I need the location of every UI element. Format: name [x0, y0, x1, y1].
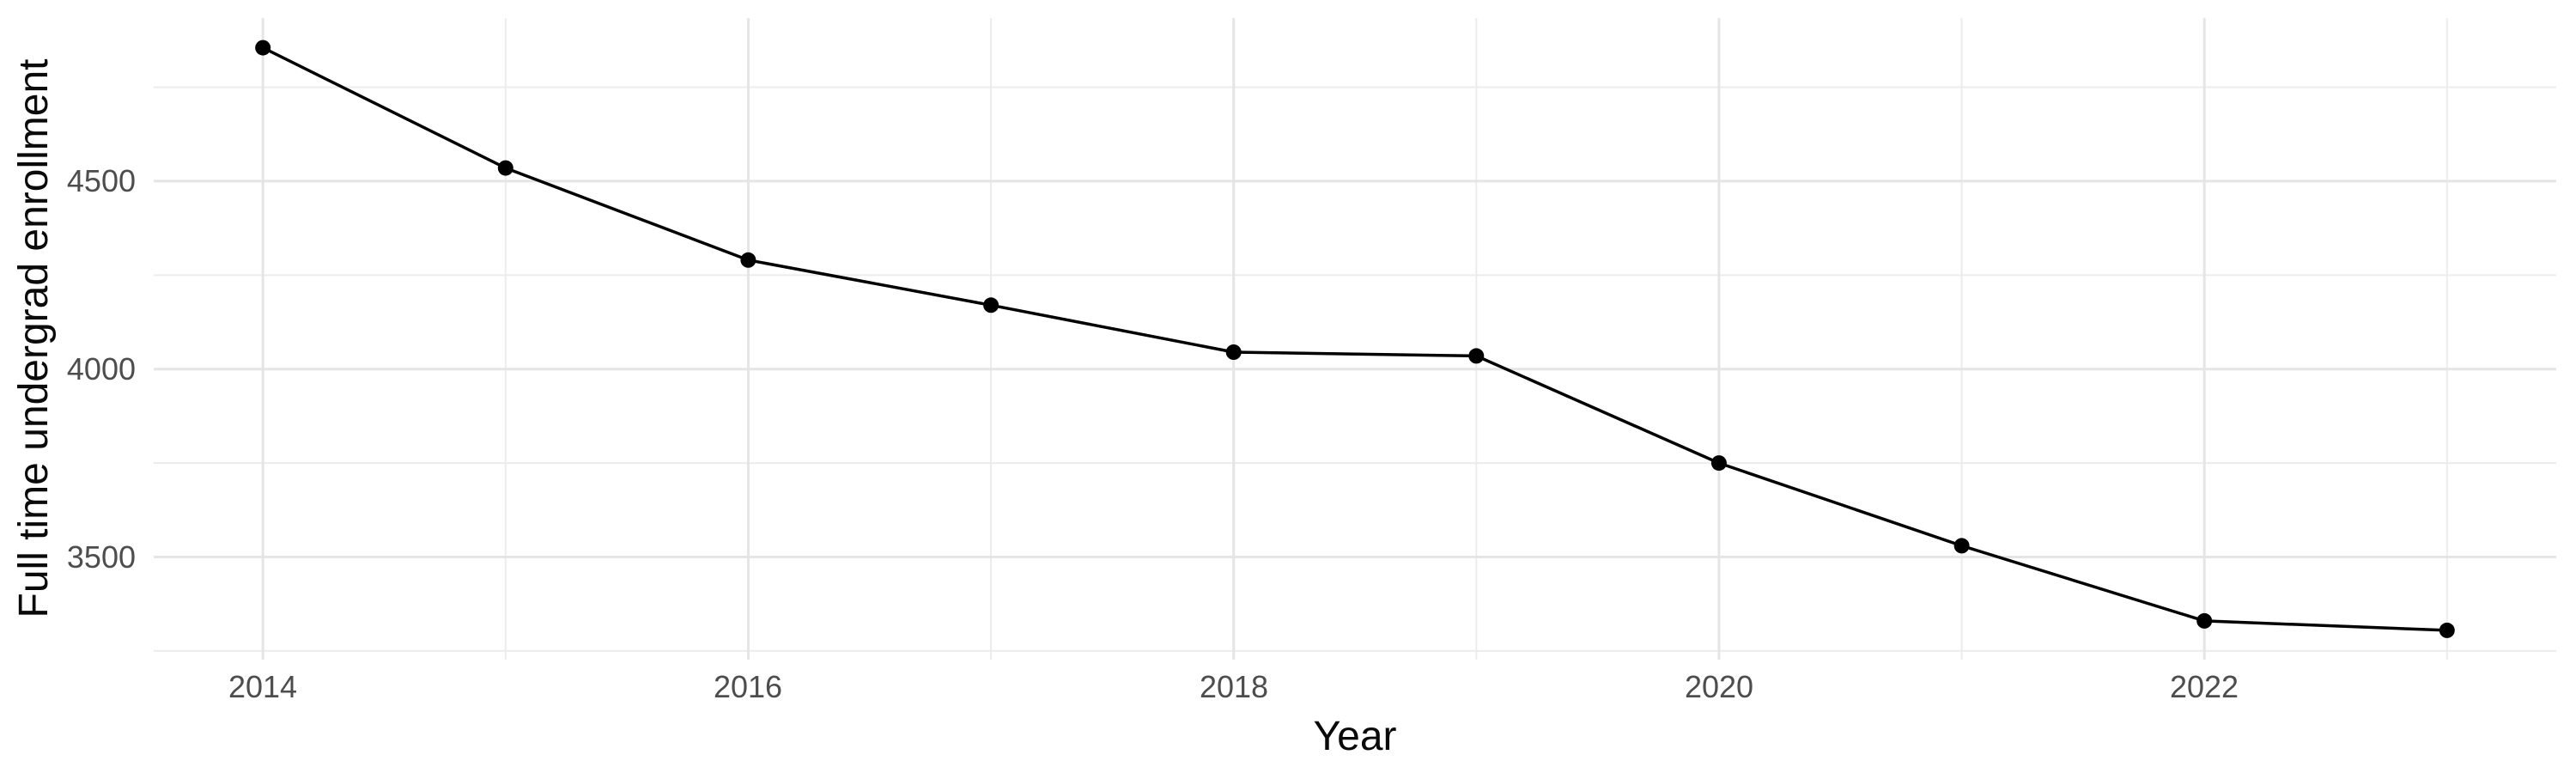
- data-point-marker: [740, 252, 756, 268]
- y-tick-label: 4000: [66, 351, 136, 386]
- x-tick-label: 2014: [228, 669, 298, 704]
- data-point-marker: [2196, 612, 2213, 629]
- x-tick-label: 2018: [1199, 669, 1269, 704]
- data-point-marker: [255, 40, 271, 56]
- data-point-marker: [2439, 622, 2455, 638]
- data-point-marker: [1953, 538, 1970, 554]
- x-axis-title: Year: [1313, 714, 1397, 759]
- data-point-marker: [1710, 455, 1727, 472]
- data-point-marker: [983, 297, 999, 313]
- enrollment-series-line: [261, 46, 2449, 632]
- data-point-marker: [1225, 344, 1242, 360]
- x-tick-label: 2016: [713, 669, 783, 704]
- x-tick-label: 2020: [1684, 669, 1754, 704]
- x-tick-label: 2022: [2169, 669, 2239, 704]
- data-point-marker: [497, 160, 513, 176]
- y-tick-label: 4500: [66, 163, 136, 198]
- y-tick-label: 3500: [66, 539, 136, 575]
- y-axis-title: Full time undergrad enrollment: [11, 58, 57, 618]
- data-point-marker: [1468, 348, 1485, 364]
